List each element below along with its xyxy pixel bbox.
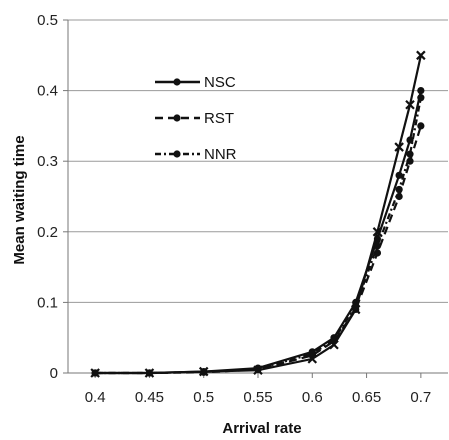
legend-entry-rst: RST bbox=[155, 110, 234, 127]
point-marker-2-10 bbox=[417, 94, 425, 102]
point-marker-0-10 bbox=[417, 87, 425, 95]
y-tick-label-5: 0.5 bbox=[37, 12, 58, 29]
x-marker-3-10 bbox=[416, 50, 426, 61]
legend-marker-0 bbox=[173, 78, 181, 86]
x-marker-3-4 bbox=[307, 354, 318, 364]
series-x-marker bbox=[90, 50, 426, 378]
legend-entry-nsc: NSC bbox=[155, 74, 236, 91]
x-axis-title: Arrival rate bbox=[222, 420, 301, 437]
y-tick-label-4: 0.4 bbox=[37, 83, 58, 100]
x-marker-3-7 bbox=[372, 227, 383, 237]
series-line-1 bbox=[95, 125, 422, 375]
legend-label-2: NNR bbox=[204, 146, 237, 163]
x-tick-label-1: 0.45 bbox=[135, 389, 164, 406]
y-axis-title: Mean waiting time bbox=[11, 135, 28, 264]
point-marker-1-7 bbox=[373, 249, 382, 257]
series-line-2 bbox=[95, 97, 422, 375]
series-line-3 bbox=[95, 55, 422, 375]
legend-label-1: RST bbox=[204, 110, 234, 127]
x-marker-3-3 bbox=[253, 365, 263, 375]
series-group bbox=[90, 50, 426, 378]
y-tick-labels: 0 0.1 0.2 0.3 0.4 0.5 bbox=[37, 12, 58, 382]
gridlines bbox=[68, 19, 448, 303]
legend-marker-2 bbox=[173, 150, 181, 158]
y-tick-label-1: 0.1 bbox=[37, 294, 58, 311]
y-tick-label-3: 0.3 bbox=[37, 153, 58, 170]
x-tick-label-3: 0.55 bbox=[243, 389, 272, 406]
y-tick-label-0: 0 bbox=[50, 365, 58, 382]
x-tick-labels: 0.4 0.45 0.5 0.55 0.6 0.65 0.7 bbox=[85, 389, 432, 406]
x-tick-label-0: 0.4 bbox=[85, 389, 106, 406]
point-marker-0-8 bbox=[395, 171, 403, 179]
point-marker-1-8 bbox=[395, 192, 403, 201]
x-marker-3-8 bbox=[394, 142, 404, 152]
x-marker-3-0 bbox=[90, 368, 100, 378]
point-marker-2-8 bbox=[395, 185, 403, 194]
legend-label-0: NSC bbox=[204, 74, 236, 91]
x-marker-3-6 bbox=[350, 304, 361, 315]
x-tick-label-4: 0.6 bbox=[302, 389, 323, 406]
point-marker-0-9 bbox=[406, 136, 414, 144]
legend-marker-1 bbox=[173, 114, 181, 122]
legend-entry-nnr: NNR bbox=[155, 146, 237, 163]
y-tick-label-2: 0.2 bbox=[37, 224, 58, 241]
x-marker-3-1 bbox=[144, 368, 155, 378]
point-marker-2-9 bbox=[406, 150, 414, 158]
x-marker-3-2 bbox=[198, 366, 209, 377]
x-tick-label-2: 0.5 bbox=[193, 389, 214, 406]
point-marker-2-7 bbox=[373, 242, 382, 250]
point-marker-1-10 bbox=[417, 122, 425, 130]
x-marker-3-9 bbox=[405, 99, 415, 110]
legend: NSC RST NNR bbox=[155, 74, 237, 163]
x-tick-label-5: 0.65 bbox=[352, 389, 381, 406]
x-marker-3-5 bbox=[329, 339, 339, 350]
x-tick-label-6: 0.7 bbox=[410, 389, 431, 406]
